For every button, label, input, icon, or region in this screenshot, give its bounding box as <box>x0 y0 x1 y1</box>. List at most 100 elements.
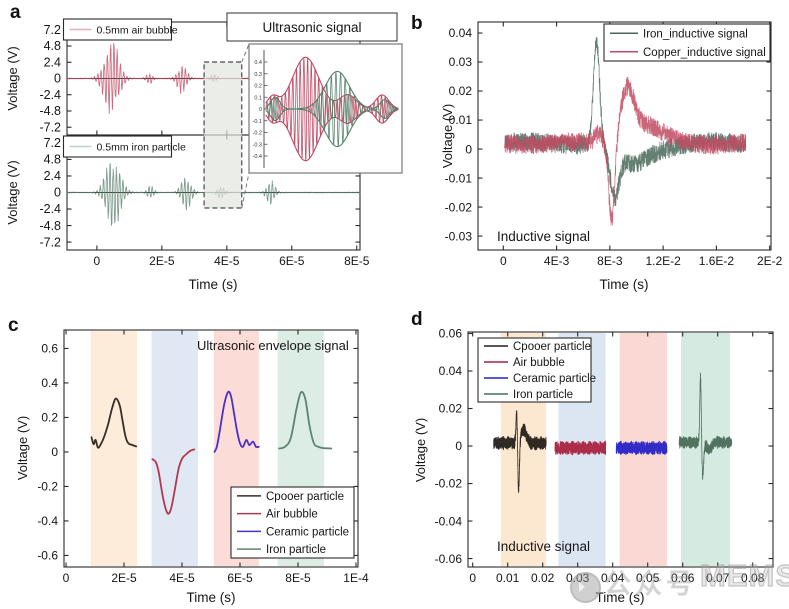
legend-label: Ceramic particle <box>266 526 349 538</box>
x-axis-label: Time (s) <box>600 277 649 292</box>
y-tick-label: 4.8 <box>44 39 61 53</box>
y-tick-label: 0.02 <box>449 84 473 98</box>
y-tick-label: 7.2 <box>44 23 61 37</box>
series-3 <box>278 390 333 450</box>
panel-c: 0 2E-5 4E-5 6E-5 8E-5 1E-4 0.6 0.4 0.2 0 -0.2 -0.4 -… <box>15 329 369 605</box>
series-0 <box>493 410 547 494</box>
x-tick-label: 2E-5 <box>111 571 137 585</box>
x-tick-label: 0.02 <box>531 571 555 585</box>
y-tick-label: 2.4 <box>44 169 61 183</box>
legend-label: Iron particle <box>513 389 573 401</box>
x-tick-label: 0.01 <box>496 571 520 585</box>
y-tick-label: -0.03 <box>445 229 473 243</box>
x-tick-label: 0 <box>469 571 476 585</box>
y-axis-label: Voltage (V) <box>440 104 455 168</box>
x-tick-label: 0.08 <box>741 571 765 585</box>
inset-envelope <box>265 70 399 110</box>
zoom-connector <box>241 172 250 209</box>
legend-box <box>62 135 173 158</box>
annotation: Inductive signal <box>497 539 590 554</box>
series-0 <box>504 36 747 207</box>
y-tick-label: -0.4 <box>37 514 58 528</box>
inset-envelope <box>265 108 399 148</box>
x-tick-label: 2E-2 <box>757 254 783 268</box>
x-tick-label: 0.05 <box>636 571 660 585</box>
y-tick-label: 0 <box>54 72 61 86</box>
inset-y-tick-label: 0.1 <box>254 95 262 101</box>
x-tick-label: 6E-5 <box>279 254 305 268</box>
panel-a: 7.2 4.8 2.4 0 -2.4 -4.8 -7.2 Voltage (V) 0.5mm a… <box>5 12 403 292</box>
y-tick-label: -4.8 <box>39 219 61 233</box>
series-2 <box>615 440 668 456</box>
series-1 <box>151 448 196 515</box>
legend-label: Air bubble <box>266 509 318 521</box>
x-tick-label: 4E-5 <box>169 571 195 585</box>
legend-label: Cpooer particle <box>513 341 591 353</box>
y-tick-label: -0.02 <box>435 477 463 491</box>
y-tick-label: -0.02 <box>445 200 473 214</box>
y-tick-label: 0 <box>455 439 462 453</box>
x-tick-label: 4E-3 <box>544 254 570 268</box>
inset-y-tick-label: 0.4 <box>254 60 262 66</box>
y-axis-label: Voltage (V) <box>5 46 20 110</box>
y-tick-label: 0.06 <box>439 327 463 341</box>
y-tick-label: -0.04 <box>435 514 463 528</box>
annotation: Ultrasonic envelope signal <box>197 338 349 353</box>
y-tick-label: 0.03 <box>449 55 473 69</box>
y-tick-label: 0.04 <box>449 26 473 40</box>
inset-y-tick-label: 0 <box>259 107 262 113</box>
panel-a-subplot-air-bubble: 7.2 4.8 2.4 0 -2.4 -4.8 -7.2 Voltage (V) 0.5mm a… <box>5 18 361 136</box>
inset-title-box <box>226 12 398 42</box>
y-tick-label: -7.2 <box>39 120 61 134</box>
y-tick-label: 7.2 <box>44 136 61 150</box>
legend-label: Iron_inductive signal <box>643 28 748 40</box>
y-tick-label: 0 <box>51 445 58 459</box>
x-tick-label: 0 <box>500 254 507 268</box>
x-axis-label: Time (s) <box>596 590 645 605</box>
series-0 <box>90 397 138 449</box>
y-tick-label: 0.4 <box>41 376 58 390</box>
x-tick-label: 0 <box>63 571 70 585</box>
y-tick-label: -0.2 <box>37 480 58 494</box>
y-tick-label: 0.02 <box>439 402 463 416</box>
x-tick-label: 0.03 <box>566 571 590 585</box>
legend-box <box>477 337 592 403</box>
y-tick-label: 2.4 <box>44 55 61 69</box>
x-tick-label: 6E-5 <box>227 571 253 585</box>
panel-d: 0 0.01 0.02 0.03 0.04 0.05 0.06 0.07 0.08 0.06 0.0… <box>413 327 774 605</box>
x-tick-label: 0.04 <box>601 571 625 585</box>
y-axis-label: Voltage (V) <box>15 416 30 480</box>
inset-y-tick-label: -0.1 <box>253 119 262 125</box>
x-tick-label: 0 <box>94 254 101 268</box>
y-axis-label: Voltage (V) <box>413 418 428 482</box>
panel-label-c: c <box>8 315 19 336</box>
series-1 <box>554 440 607 456</box>
zoom-connector <box>241 43 250 63</box>
x-tick-label: 4E-5 <box>214 254 240 268</box>
x-axis-label: Time (s) <box>187 590 236 605</box>
legend-label: 0.5mm air bubble <box>97 25 178 37</box>
y-tick-label: 0.6 <box>41 342 58 356</box>
y-tick-label: 0.01 <box>449 113 473 127</box>
legend-label: Copper_inductive signal <box>643 47 766 59</box>
panel-a-subplot-iron-particle: 7.2 4.8 2.4 0 -2.4 -4.8 -7.2 Voltage (V) 0.5mm i… <box>5 134 361 251</box>
panel-b: 0 4E-3 8E-3 1.2E-2 1.6E-2 2E-2 0.04 0.03 0.02 0.0… <box>440 21 783 292</box>
zoom-region <box>203 61 243 209</box>
x-tick-label: 2E-5 <box>149 254 175 268</box>
y-tick-label: -2.4 <box>39 202 61 216</box>
x-tick-label: 1E-4 <box>343 571 369 585</box>
x-tick-label: 1.2E-2 <box>645 254 681 268</box>
y-tick-label: -0.06 <box>435 552 463 566</box>
y-tick-label: 0.2 <box>41 411 58 425</box>
series-2 <box>213 390 260 453</box>
y-tick-label: -4.8 <box>39 104 61 118</box>
y-tick-label: -0.01 <box>445 171 473 185</box>
legend-box <box>230 486 355 559</box>
inset-title: Ultrasonic signal <box>262 20 361 35</box>
y-tick-label: -0.6 <box>37 549 58 563</box>
legend-label: Iron particle <box>266 544 326 556</box>
annotation: Inductive signal <box>497 229 590 244</box>
y-tick-label: -2.4 <box>39 88 61 102</box>
